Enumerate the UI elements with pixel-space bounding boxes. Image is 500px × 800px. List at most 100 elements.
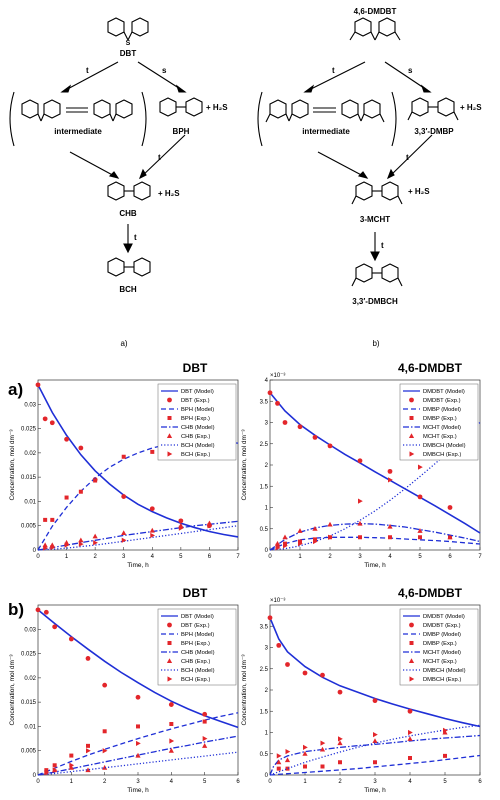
series-bch-exp-point <box>78 541 84 547</box>
y-tick-label: 3.5 <box>260 399 269 405</box>
y-tick-label: 1 <box>265 731 269 737</box>
legend-item: CHB (Exp.) <box>181 434 210 440</box>
legend-item: DMBP (Model) <box>423 632 461 638</box>
series-dmdbt-exp-point <box>372 698 378 704</box>
series-dbt-exp-point <box>168 702 174 707</box>
series-chb-model-line <box>37 520 239 551</box>
series-bph-exp-point <box>69 753 74 758</box>
x-tick-label: 7 <box>236 554 240 560</box>
series-dmdbt-exp-point <box>337 689 343 695</box>
x-tick-label: 6 <box>208 554 212 560</box>
series-dmbp-exp-point <box>276 766 281 771</box>
y-tick-label: 2.5 <box>260 442 269 448</box>
series-chb-exp-point <box>85 767 91 773</box>
series-dbt-exp-point <box>85 656 91 661</box>
y-tick-label: 3 <box>265 421 269 427</box>
y-tick-label: 0.03 <box>24 402 36 408</box>
series-dmdbt-exp-point <box>327 443 333 449</box>
series-bch-exp-point <box>86 748 91 754</box>
x-axis-label: Time, h <box>127 787 149 794</box>
legend-box <box>157 383 237 461</box>
legend-item: DMBP (Model) <box>423 407 461 413</box>
series-dmdbt-exp-point <box>320 672 325 678</box>
scheme-right-dmbp-label: 3,3′-DMBP <box>414 127 454 136</box>
series-dmbch-exp-point <box>338 736 343 742</box>
x-tick-label: 2 <box>338 779 342 785</box>
series-mcht-exp-point <box>319 746 326 752</box>
x-tick-label: 3 <box>122 554 126 560</box>
x-tick-label: 5 <box>203 779 207 785</box>
y-tick-label: 0 <box>33 548 37 554</box>
series-dmdbt-exp-point <box>275 400 280 406</box>
series-mcht-model-line <box>269 522 481 551</box>
series-mcht-exp-point <box>282 534 288 540</box>
series-dmbp-exp-point <box>285 766 290 771</box>
x-tick-label: 5 <box>179 554 183 560</box>
legend-item: DMDBT (Exp.) <box>423 623 461 629</box>
legend-item: DMDBT (Model) <box>423 614 465 620</box>
x-tick-label: 1 <box>70 779 74 785</box>
series-chb-exp-point <box>78 537 84 543</box>
series-bch-exp-point <box>136 740 141 747</box>
series-bch-exp-point <box>52 767 58 773</box>
legend-item: BPH (Model) <box>181 632 214 638</box>
x-tick-label: 0 <box>268 779 272 785</box>
bch-structure <box>107 257 151 277</box>
series-dmdbt-exp-point <box>267 390 273 396</box>
series-dbt-exp-point <box>64 436 69 442</box>
y-axis-label: Concentration, mol dm⁻³ <box>241 654 248 726</box>
series-dmbp-exp-point <box>443 753 447 758</box>
mcht-structure <box>351 181 403 205</box>
series-dmdbt-exp-point <box>417 494 423 500</box>
x-tick-label: 3 <box>358 554 362 560</box>
series-dbt-exp-point <box>35 607 41 613</box>
scheme-left-t-label: t <box>86 66 89 75</box>
y-axis-label: Concentration, mol dm⁻³ <box>9 429 16 501</box>
legend-swatch-marker <box>409 397 414 403</box>
series-bch-exp-point <box>64 542 70 548</box>
row-label-a: a) <box>8 380 23 399</box>
series-bph-exp-point <box>202 719 207 724</box>
series-dmdbt-exp-point <box>282 420 288 425</box>
series-dmbch-exp-point <box>388 477 393 483</box>
legend-swatch-marker <box>166 658 173 663</box>
legend-item: BPH (Model) <box>181 407 214 413</box>
series-bph-exp-point <box>102 729 107 734</box>
series-dmbch-exp-point <box>298 541 303 547</box>
y-tick-label: 0 <box>265 773 269 779</box>
x-tick-label: 3 <box>136 779 140 785</box>
legend-item: BCH (Exp.) <box>181 452 210 458</box>
scheme-right-h2s-1: + H₂S <box>460 103 482 112</box>
series-bch-exp-point <box>69 762 75 768</box>
legend-item: CHB (Model) <box>181 650 215 656</box>
legend-swatch-marker <box>408 658 415 663</box>
scheme-right <box>257 17 459 287</box>
legend-swatch-marker <box>167 676 173 682</box>
x-tick-label: 6 <box>448 554 452 560</box>
series-chb-exp-point <box>68 764 74 770</box>
x-tick-label: 3 <box>373 779 377 785</box>
series-dbt-exp-point <box>52 624 58 630</box>
y-tick-label: 4 <box>265 378 269 384</box>
chart-b-dmdbt: 4,6-DMDBT 0 1 2 3 4 5 6 0 0.5 1 1.5 2 2.5 3 3.5 ×10⁻³ Tim… <box>241 586 482 794</box>
scheme-right-dmdbt-label: 4,6-DMDBT <box>354 7 397 16</box>
x-tick-label: 1 <box>303 779 307 785</box>
y-tick-label: 1.5 <box>260 709 269 715</box>
series-bph-exp-point <box>93 478 98 483</box>
series-bch-exp-point <box>121 537 127 543</box>
series-bch-exp-point <box>169 738 175 744</box>
series-dbt-exp-point <box>43 609 49 615</box>
legend-swatch-marker <box>167 397 172 403</box>
y-axis-label: Concentration, mol dm⁻³ <box>9 654 16 726</box>
series-mcht-exp-point <box>276 759 282 765</box>
scheme-left-bph-label: BPH <box>173 127 190 136</box>
series-mcht-exp-point <box>274 540 281 546</box>
scheme-right-s-label: s <box>408 66 413 75</box>
series-mcht-exp-point <box>417 528 423 533</box>
series-chb-exp-point <box>102 764 108 770</box>
series-dmbch-exp-point <box>358 498 363 504</box>
y-tick-label: 0.005 <box>21 524 37 530</box>
x-tick-label: 5 <box>443 779 447 785</box>
y-tick-label: 0.01 <box>24 724 36 730</box>
scheme-left-s-label: s <box>162 66 167 75</box>
